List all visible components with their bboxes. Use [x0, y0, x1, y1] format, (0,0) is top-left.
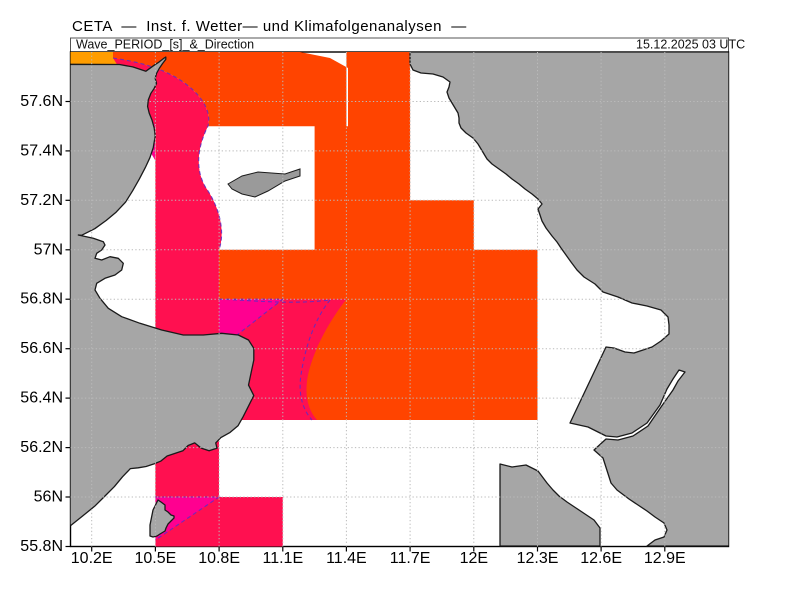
svg-text:12.6E: 12.6E: [580, 550, 622, 567]
svg-text:12E: 12E: [460, 550, 488, 567]
svg-text:56N: 56N: [34, 489, 63, 506]
svg-text:11.7E: 11.7E: [390, 550, 431, 567]
svg-text:55.8N: 55.8N: [20, 538, 63, 555]
svg-text:12.3E: 12.3E: [517, 550, 559, 567]
svg-text:Wave_PERIOD_[s]_&_Direction: Wave_PERIOD_[s]_&_Direction: [76, 38, 254, 52]
svg-text:10.2E: 10.2E: [71, 550, 113, 567]
svg-text:56.6N: 56.6N: [20, 340, 63, 357]
svg-text:56.8N: 56.8N: [20, 291, 63, 308]
svg-text:12.9E: 12.9E: [644, 550, 686, 567]
svg-text:11.4E: 11.4E: [326, 550, 367, 567]
svg-text:57.2N: 57.2N: [20, 192, 63, 209]
svg-text:56.4N: 56.4N: [20, 390, 63, 407]
svg-text:10.8E: 10.8E: [198, 550, 240, 567]
svg-text:10.5E: 10.5E: [134, 550, 176, 567]
svg-text:57.4N: 57.4N: [20, 142, 63, 159]
svg-text:56.2N: 56.2N: [20, 439, 63, 456]
svg-text:57.6N: 57.6N: [20, 93, 63, 110]
svg-text:11.1E: 11.1E: [262, 550, 303, 567]
svg-text:15.12.2025 03 UTC: 15.12.2025 03 UTC: [636, 38, 745, 52]
svg-text:57N: 57N: [34, 241, 63, 258]
